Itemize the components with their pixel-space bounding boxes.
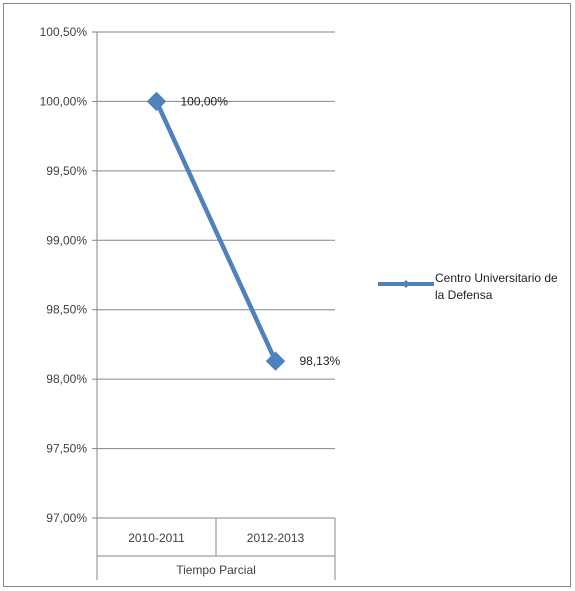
y-tick-label: 98,00%	[46, 372, 87, 386]
series-markers	[146, 91, 286, 371]
x-category-group-label: Tiempo Parcial	[176, 563, 256, 577]
y-tick-label: 100,50%	[40, 25, 88, 39]
axes	[96, 32, 336, 580]
y-tick-label: 100,00%	[40, 94, 88, 108]
y-tick-label: 98,50%	[46, 303, 87, 317]
y-tick-label: 97,00%	[46, 511, 87, 525]
legend-symbol	[378, 280, 434, 288]
y-tick-label: 99,50%	[46, 164, 87, 178]
data-label: 98,13%	[300, 354, 341, 368]
chart-frame	[3, 3, 571, 587]
data-label: 100,00%	[181, 94, 229, 108]
y-tick-label: 99,00%	[46, 233, 87, 247]
series-lines	[154, 99, 278, 364]
gridlines	[92, 31, 335, 519]
series-line	[154, 99, 278, 364]
y-axis-tick-labels: 97,00% 97,50% 98,00% 98,50% 99,00% 99,50% 100,…	[40, 25, 88, 525]
data-labels: 100,00% 98,13%	[181, 94, 341, 368]
x-axis-category-labels: 2010-2011 2012-2013 Tiempo Parcial	[128, 531, 304, 577]
data-point-marker	[146, 91, 167, 112]
data-point-marker	[265, 351, 286, 371]
legend-entry-label: Centro Universitario de la Defensa	[435, 271, 558, 302]
x-category-label: 2012-2013	[247, 531, 305, 545]
y-tick-label: 97,50%	[46, 442, 87, 456]
legend-marker	[402, 280, 410, 288]
x-category-label: 2010-2011	[128, 531, 185, 545]
